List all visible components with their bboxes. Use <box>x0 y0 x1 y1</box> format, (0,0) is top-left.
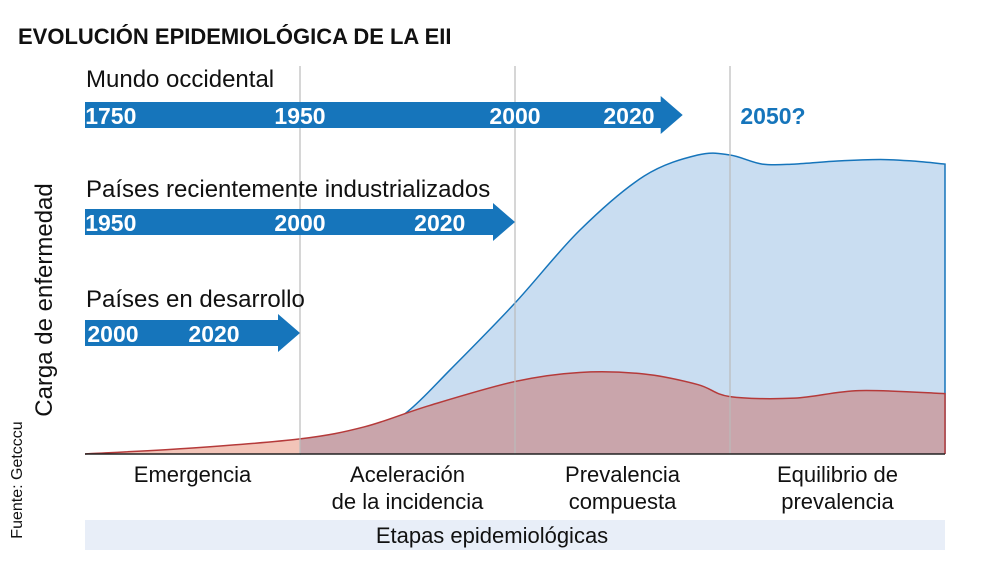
timeline-arrow <box>85 96 683 134</box>
timeline-2: Países recientemente industrializados 195… <box>85 176 515 241</box>
prevalence-area <box>300 153 945 454</box>
timeline-year-label: 2000 <box>87 321 138 347</box>
timeline-year-label: 2020 <box>603 103 654 129</box>
stage-label-3: Prevalencia compuesta <box>565 462 681 514</box>
stage-label-line: Aceleración <box>350 462 465 487</box>
timeline-year-label: 2000 <box>489 103 540 129</box>
x-axis-label: Etapas epidemiológicas <box>376 523 608 548</box>
timeline-year-label: 2000 <box>274 210 325 236</box>
timelines: Mundo occidental 1750 1950 2000 2020 2050? Paí… <box>85 66 806 352</box>
timeline-arrow <box>85 203 515 241</box>
y-axis-label: Carga de enfermedad <box>31 183 58 416</box>
timeline-year-projected: 2050? <box>740 103 805 129</box>
timeline-region-label: Mundo occidental <box>86 66 274 93</box>
incidence-line <box>84 371 946 455</box>
timeline-region-label: Países recientemente industrializados <box>86 176 490 203</box>
stage-label-1: Emergencia <box>134 462 252 487</box>
stage-label-2: Aceleración de la incidencia <box>332 462 484 514</box>
timeline-year-label: 2020 <box>414 210 465 236</box>
footer-band <box>85 520 945 550</box>
stage-dividers <box>299 66 731 454</box>
timeline-1: Mundo occidental 1750 1950 2000 2020 2050? <box>85 66 806 134</box>
timeline-year-label: 1950 <box>85 210 136 236</box>
timeline-year-label: 1750 <box>85 103 136 129</box>
stage-label-line: Emergencia <box>134 462 252 487</box>
stage-labels: Emergencia Aceleración de la incidencia Pre… <box>134 462 898 514</box>
incidence-area <box>300 371 945 454</box>
stage-label-line: Equilibrio de <box>777 462 898 487</box>
timeline-region-label: Países en desarrollo <box>86 286 305 313</box>
stage-label-line: de la incidencia <box>332 489 484 514</box>
chart-title: EVOLUCIÓN EPIDEMIOLÓGICA DE LA EII <box>18 24 452 49</box>
prevalence-line <box>299 152 946 455</box>
stage-label-line: prevalencia <box>781 489 894 514</box>
timeline-year-label: 2020 <box>188 321 239 347</box>
stage-label-line: Prevalencia <box>565 462 681 487</box>
timeline-arrow <box>85 314 300 352</box>
timeline-3: Países en desarrollo 2000 2020 <box>85 286 305 352</box>
timeline-year-label: 1950 <box>274 103 325 129</box>
source-label: Fuente: Getcccu <box>9 421 26 538</box>
stage-label-line: compuesta <box>569 489 677 514</box>
stage-label-4: Equilibrio de prevalencia <box>777 462 898 514</box>
